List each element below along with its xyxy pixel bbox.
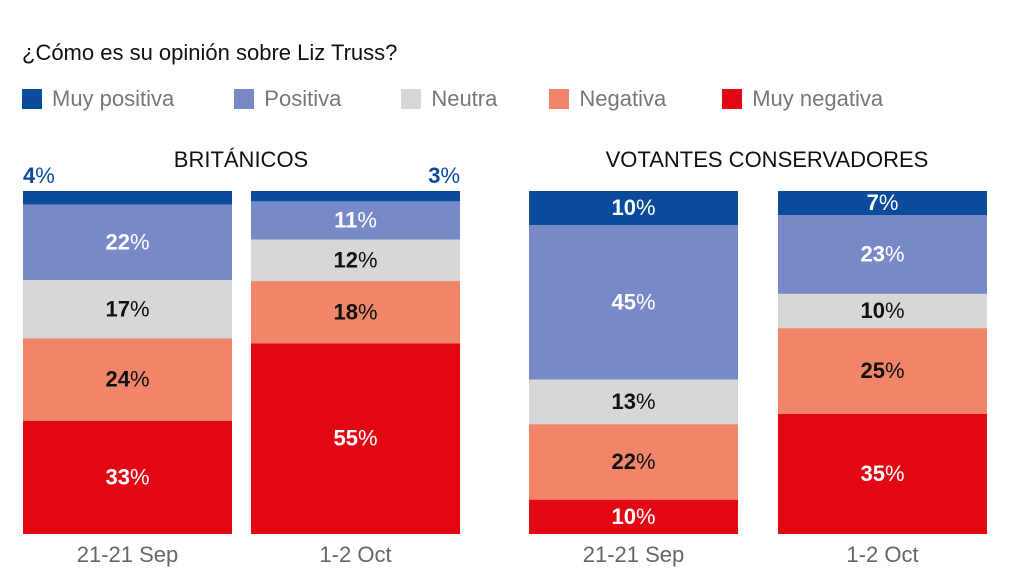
data-label: 11%: [334, 207, 377, 232]
legend-item: Muy positiva: [22, 86, 174, 112]
bar-segment: [778, 293, 987, 329]
bar-segment: [529, 225, 738, 380]
bar-segment: [23, 191, 232, 205]
bar-segment: [251, 191, 460, 202]
data-label: 25%: [860, 358, 904, 383]
bar-segment: [778, 413, 987, 534]
legend-item: Positiva: [234, 86, 341, 112]
data-label: 22%: [611, 449, 655, 474]
bar-segment: [251, 281, 460, 344]
category-label: 1-2 Oct: [319, 542, 391, 567]
category-label: 1-2 Oct: [846, 542, 918, 567]
data-label: 10%: [860, 298, 904, 323]
data-label: 33%: [105, 464, 149, 489]
legend-label: Negativa: [579, 86, 667, 111]
bar-segment: [778, 328, 987, 414]
bar-segment: [23, 204, 232, 281]
bar-segment: [23, 280, 232, 339]
bar-segment: [529, 499, 738, 534]
bar-segment: [251, 343, 460, 534]
legend-swatch: [722, 89, 743, 109]
category-label: 21-21 Sep: [77, 542, 179, 567]
panel-title: BRITÁNICOS: [174, 147, 308, 172]
data-label: 55%: [333, 426, 377, 451]
legend-swatch: [401, 89, 422, 109]
data-label: 23%: [860, 241, 904, 266]
data-label: 10%: [611, 504, 655, 529]
legend-item: Neutra: [401, 86, 497, 112]
bar-segment: [529, 191, 738, 226]
data-label: 45%: [611, 289, 655, 314]
data-label: 24%: [105, 366, 149, 391]
legend-swatch: [549, 89, 570, 109]
data-label: 12%: [333, 247, 377, 272]
data-label: 3%: [428, 163, 460, 188]
legend: Muy positiva Positiva Neutra Negativa Muy ne…: [22, 86, 883, 112]
bar-segment: [251, 201, 460, 240]
bar-segment: [23, 338, 232, 421]
legend-swatch: [234, 89, 255, 109]
legend-swatch: [22, 89, 42, 109]
data-label: 13%: [611, 389, 655, 414]
data-label: 18%: [333, 299, 377, 324]
bar-segment: [778, 191, 987, 216]
data-label: 17%: [105, 296, 149, 321]
category-label: 21-21 Sep: [583, 542, 685, 567]
legend-item: Negativa: [549, 86, 666, 112]
bar-segment: [23, 420, 232, 534]
data-label: 10%: [611, 195, 655, 220]
data-label: 7%: [867, 190, 899, 215]
data-label: 35%: [860, 461, 904, 486]
legend-label: Positiva: [264, 86, 342, 111]
bar-segment: [529, 424, 738, 500]
legend-item: Muy negativa: [722, 86, 883, 112]
chart-title: ¿Cómo es su opinión sobre Liz Truss?: [22, 40, 398, 65]
data-label: 4%: [23, 163, 55, 188]
bar-segment: [251, 239, 460, 282]
data-label: 22%: [105, 229, 149, 254]
panel-title: VOTANTES CONSERVADORES: [606, 147, 929, 172]
legend-label: Muy negativa: [752, 86, 884, 111]
legend-label: Neutra: [431, 86, 498, 111]
bar-segment: [529, 379, 738, 425]
legend-label: Muy positiva: [52, 86, 175, 111]
bar-segment: [778, 215, 987, 294]
